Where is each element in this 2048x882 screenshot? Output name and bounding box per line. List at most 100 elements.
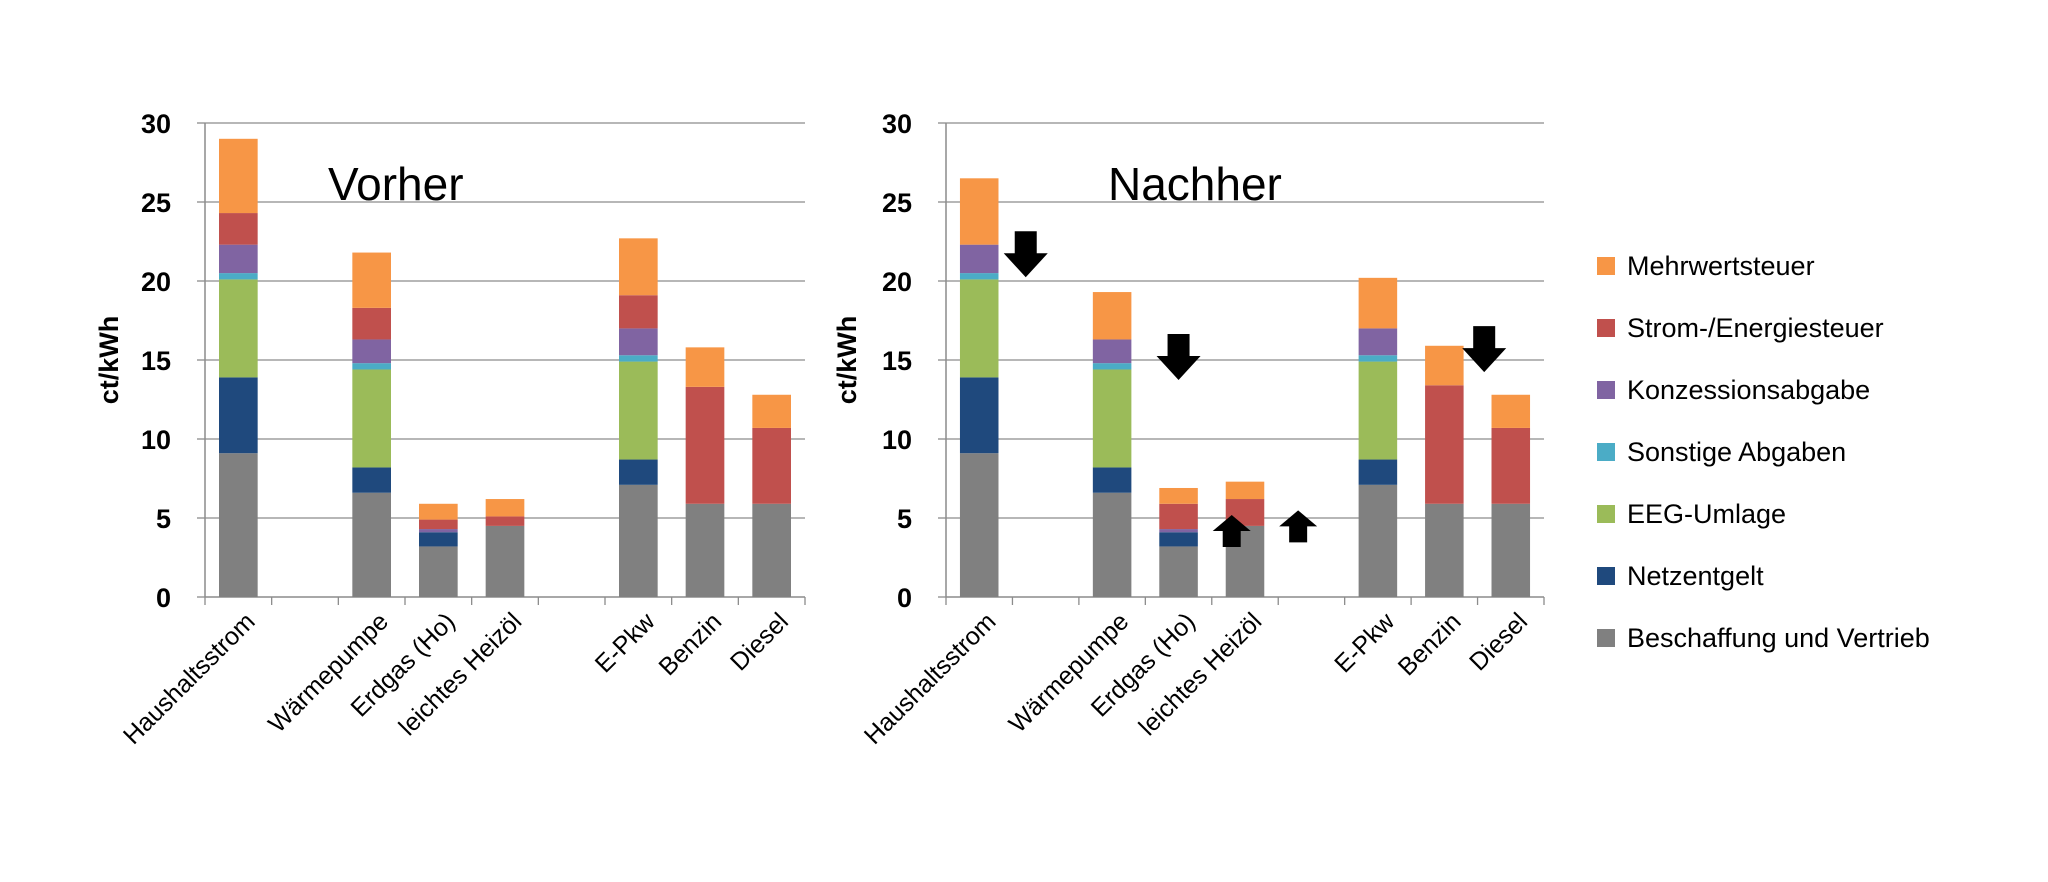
bar-segment bbox=[219, 279, 258, 378]
legend-swatch bbox=[1597, 567, 1615, 585]
category-label: E-Pkw bbox=[1329, 607, 1401, 679]
bar-segment bbox=[485, 525, 525, 597]
y-tick-label: 25 bbox=[141, 188, 171, 218]
y-tick-label: 5 bbox=[897, 504, 912, 534]
category-label: Benzin bbox=[1393, 607, 1467, 681]
bar-segment bbox=[959, 244, 999, 274]
bar-segment bbox=[1358, 459, 1398, 485]
bar-segment bbox=[685, 347, 725, 387]
y-tick-label: 15 bbox=[141, 346, 171, 376]
bar-segment bbox=[619, 355, 658, 362]
legend-label: EEG-Umlage bbox=[1627, 499, 1786, 529]
bar-segment bbox=[1159, 503, 1198, 530]
bar-segment bbox=[1491, 394, 1531, 428]
bar-segment bbox=[419, 546, 458, 597]
bar-segment bbox=[419, 503, 458, 520]
arrow-up-icon bbox=[1279, 510, 1318, 543]
bar-segment bbox=[1491, 427, 1531, 504]
bar-segment bbox=[1159, 487, 1198, 504]
bar-segment bbox=[685, 386, 725, 504]
bar-segment bbox=[1092, 467, 1132, 493]
y-tick-label: 15 bbox=[882, 346, 912, 376]
legend-label: Netzentgelt bbox=[1627, 561, 1764, 591]
legend-swatch bbox=[1597, 629, 1615, 647]
chart-title: Vorher bbox=[328, 158, 464, 210]
bar-segment bbox=[1358, 328, 1398, 356]
y-tick-label: 0 bbox=[156, 583, 171, 613]
chart-title: Nachher bbox=[1108, 158, 1282, 210]
category-label: Haushaltsstrom bbox=[859, 607, 1002, 750]
bar-segment bbox=[219, 453, 258, 597]
bar-segment bbox=[959, 273, 999, 280]
bar-segment bbox=[752, 427, 791, 504]
y-axis-label: ct/kWh bbox=[832, 316, 862, 405]
y-tick-label: 0 bbox=[897, 583, 912, 613]
bar-segment bbox=[352, 252, 391, 308]
bar-segment bbox=[959, 377, 999, 454]
bar-segment bbox=[219, 244, 258, 274]
legend-label: Strom-/Energiesteuer bbox=[1627, 313, 1884, 343]
bar-segment bbox=[419, 529, 458, 533]
bar-segment bbox=[1425, 385, 1464, 504]
bar-segment bbox=[1092, 339, 1132, 364]
bar-segment bbox=[1425, 345, 1464, 386]
bar-segment bbox=[352, 369, 391, 468]
legend-label: Mehrwertsteuer bbox=[1627, 251, 1815, 281]
bar-segment bbox=[1092, 369, 1132, 468]
y-tick-label: 10 bbox=[141, 425, 171, 455]
legend-swatch bbox=[1597, 319, 1615, 337]
legend-swatch bbox=[1597, 443, 1615, 461]
bar-segment bbox=[619, 484, 658, 597]
bar-segment bbox=[619, 361, 658, 460]
bar-segment bbox=[1092, 292, 1132, 340]
arrow-down-icon bbox=[1156, 334, 1201, 380]
legend-label: Beschaffung und Vertrieb bbox=[1627, 623, 1930, 653]
bar-segment bbox=[619, 295, 658, 329]
y-tick-label: 20 bbox=[141, 267, 171, 297]
arrow-up-icon bbox=[1212, 515, 1251, 548]
bar-segment bbox=[959, 279, 999, 378]
bar-segment bbox=[219, 377, 258, 454]
bar-segment bbox=[485, 499, 525, 517]
y-tick-label: 25 bbox=[882, 188, 912, 218]
arrow-down-icon bbox=[1462, 326, 1507, 373]
legend-label: Konzessionsabgabe bbox=[1627, 375, 1870, 405]
bar-segment bbox=[1358, 277, 1398, 329]
bar-segment bbox=[1358, 484, 1398, 597]
category-label: Diesel bbox=[1464, 607, 1533, 676]
bar-segment bbox=[959, 453, 999, 597]
bar-segment bbox=[219, 138, 258, 214]
bar-segment bbox=[1159, 529, 1198, 533]
bar-segment bbox=[1092, 363, 1132, 370]
y-tick-label: 5 bbox=[156, 504, 171, 534]
bar-segment bbox=[485, 516, 525, 526]
category-label: leichtes Heizöl bbox=[393, 607, 527, 741]
legend-swatch bbox=[1597, 381, 1615, 399]
y-axis-label: ct/kWh bbox=[94, 316, 124, 405]
bar-segment bbox=[1491, 503, 1531, 597]
category-label: E-Pkw bbox=[590, 607, 662, 679]
bar-segment bbox=[752, 503, 791, 597]
bar-segment bbox=[1225, 481, 1265, 500]
category-label: Benzin bbox=[653, 607, 727, 681]
bar-segment bbox=[1358, 355, 1398, 362]
legend-label: Sonstige Abgaben bbox=[1627, 437, 1846, 467]
legend-swatch bbox=[1597, 505, 1615, 523]
category-label: Diesel bbox=[725, 607, 794, 676]
bar-segment bbox=[619, 328, 658, 356]
y-tick-label: 20 bbox=[882, 267, 912, 297]
legend-swatch bbox=[1597, 257, 1615, 275]
arrow-down-icon bbox=[1003, 231, 1048, 278]
bar-segment bbox=[619, 459, 658, 485]
category-label: Haushaltsstrom bbox=[118, 607, 261, 750]
y-tick-label: 30 bbox=[141, 109, 171, 139]
bar-segment bbox=[352, 339, 391, 364]
bar-segment bbox=[1159, 532, 1198, 547]
bar-segment bbox=[685, 503, 725, 597]
bar-segment bbox=[352, 363, 391, 370]
bar-segment bbox=[419, 532, 458, 547]
bar-segment bbox=[752, 394, 791, 428]
